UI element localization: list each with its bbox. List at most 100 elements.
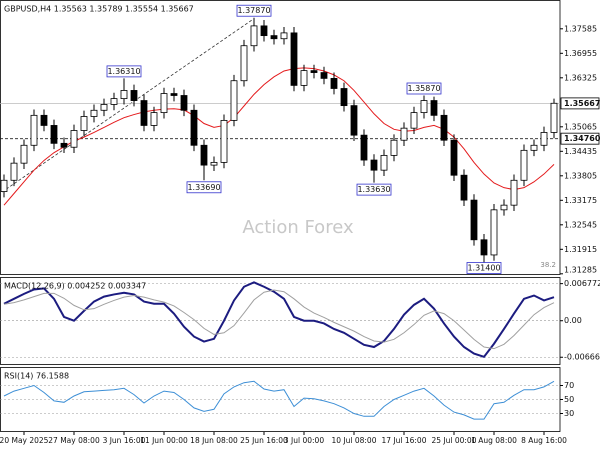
x-tick-label: 11 Jun 00:00	[140, 436, 188, 445]
candle-body	[250, 25, 258, 47]
x-tick-label: 25 Jul 00:00	[432, 436, 477, 445]
candle-body	[120, 90, 128, 100]
candle-body	[10, 162, 18, 181]
x-tick-label: 20 May 2025	[0, 436, 49, 445]
y-tick-label: -0.006667	[564, 353, 600, 362]
annotation-label: 1.31400	[467, 264, 500, 273]
candle-body	[400, 127, 408, 141]
candle-body	[540, 132, 548, 146]
candle-body	[20, 144, 28, 164]
annotation-box	[236, 4, 272, 17]
panel-title: MACD(12,26,9) 0.004252 0.003347	[4, 282, 146, 291]
candle-body	[240, 45, 248, 82]
candle-body	[320, 72, 328, 79]
candle-body	[410, 112, 418, 129]
candle-body	[480, 239, 488, 256]
indicator-line	[3, 380, 555, 420]
candle-body	[150, 112, 158, 126]
annotation-label: 1.37870	[237, 6, 270, 15]
annotation-box	[106, 65, 142, 78]
candle-body	[260, 25, 268, 37]
annotation-box	[356, 183, 392, 196]
candle-body	[350, 105, 358, 136]
watermark: Action Forex	[242, 217, 354, 238]
x-tick-label: 10 Jul 08:00	[332, 436, 377, 445]
annotation-label: 1.35870	[407, 84, 440, 93]
candle-body	[90, 109, 98, 117]
candle-body	[230, 80, 238, 121]
annotation-box	[186, 181, 222, 194]
y-tick-label: 0.00	[564, 316, 582, 325]
candle-body	[500, 204, 508, 211]
candle-body	[270, 35, 278, 40]
x-tick-label: 27 May 08:00	[48, 436, 100, 445]
candle-body	[180, 95, 188, 111]
x-tick-label: 18 Jun 08:00	[190, 436, 238, 445]
panel-frame	[0, 0, 561, 275]
y-tick-label: 0.006772	[564, 279, 600, 288]
indicator-line	[3, 289, 555, 350]
candle-body	[80, 116, 88, 131]
candle-body	[30, 114, 38, 146]
y-tick-label: 1.35065	[564, 122, 597, 131]
x-tick-label: 3 Jun 16:00	[103, 436, 146, 445]
panel-title: GBPUSD,H4 1.35563 1.35789 1.35554 1.3566…	[4, 5, 194, 14]
y-tick-label: 1.33175	[564, 196, 597, 205]
y-tick-label: 1.34435	[564, 147, 597, 156]
x-tick-label: 17 Jul 16:00	[382, 436, 427, 445]
candle-body	[550, 102, 558, 133]
fib-label: 38.2	[540, 261, 556, 269]
candle-body	[420, 100, 428, 114]
price-label-box	[560, 132, 600, 145]
candle-body	[0, 179, 8, 192]
candle-body	[160, 93, 168, 114]
candle-body	[460, 174, 468, 201]
y-tick-label: 50	[564, 395, 574, 404]
candle-body	[110, 98, 118, 105]
x-tick-label: 1 Aug 08:00	[471, 436, 517, 445]
candle-body	[490, 209, 498, 256]
candle-body	[290, 32, 298, 86]
candle-body	[170, 93, 178, 96]
y-tick-label: 1.31915	[564, 245, 597, 254]
candle-body	[330, 77, 338, 89]
candle-body	[530, 144, 538, 151]
candle-body	[390, 139, 398, 156]
candle-body	[200, 144, 208, 166]
candle-body	[370, 159, 378, 171]
candle-body	[520, 149, 528, 181]
candle-body	[70, 130, 78, 148]
moving-average	[3, 67, 555, 206]
candle-body	[470, 199, 478, 241]
candle-body	[220, 119, 228, 163]
candle-body	[60, 142, 68, 148]
annotation-label: 1.33630	[357, 185, 390, 194]
candle-body	[130, 90, 138, 101]
annotation-box	[466, 262, 502, 274]
candle-body	[450, 139, 458, 176]
candle-body	[40, 114, 48, 126]
candle-body	[140, 100, 148, 126]
y-tick-label: 1.36955	[564, 49, 597, 58]
candle-body	[50, 125, 58, 144]
panel-title: RSI(14) 76.1588	[4, 372, 69, 381]
annotation-label: 1.36310	[107, 67, 140, 76]
candle-body	[310, 70, 318, 73]
candle-body	[510, 179, 518, 206]
candle-body	[210, 161, 218, 166]
y-tick-label: 30	[564, 409, 574, 418]
y-tick-label: 1.33805	[564, 171, 597, 180]
candle-body	[100, 104, 108, 111]
y-tick-label: 1.32545	[564, 220, 597, 229]
x-tick-label: 3 Jul 00:00	[284, 436, 324, 445]
candle-body	[430, 100, 438, 116]
y-tick-label: 1.36325	[564, 73, 597, 82]
y-tick-label: 70	[564, 381, 574, 390]
candle-body	[340, 88, 348, 107]
candle-body	[280, 32, 288, 40]
candle-body	[360, 134, 368, 161]
x-tick-label: 8 Aug 16:00	[521, 436, 567, 445]
price-label: 1.35667	[564, 99, 600, 108]
candle-body	[300, 70, 308, 86]
